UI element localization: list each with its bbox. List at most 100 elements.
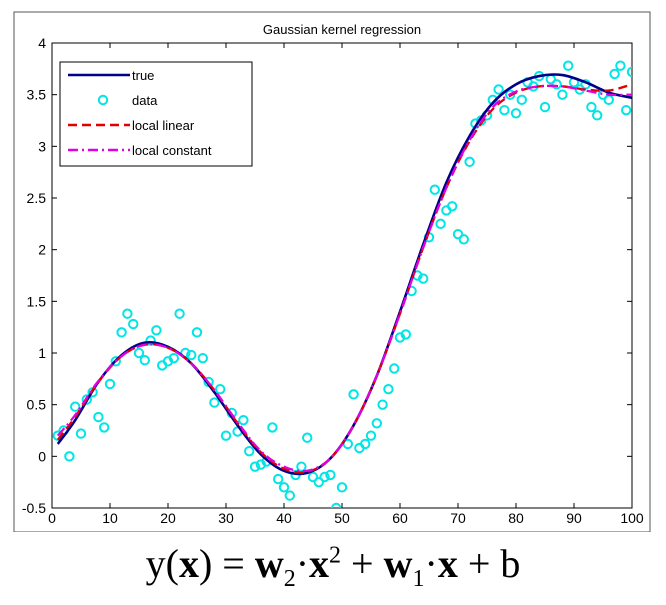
series-line-true bbox=[56, 73, 632, 476]
data-point bbox=[174, 308, 185, 319]
data-point bbox=[139, 355, 151, 366]
data-point bbox=[626, 66, 632, 78]
data-point bbox=[64, 451, 75, 462]
data-point bbox=[197, 352, 209, 364]
data-point bbox=[435, 218, 446, 230]
y-tick-label: 0 bbox=[38, 448, 46, 464]
legend-label-local-constant: local constant bbox=[132, 143, 212, 158]
formula-w2: w bbox=[254, 541, 284, 586]
data-point bbox=[70, 401, 81, 412]
data-point bbox=[360, 438, 371, 450]
x-tick-label: 100 bbox=[620, 510, 644, 526]
data-point bbox=[563, 60, 574, 71]
data-point bbox=[458, 234, 469, 245]
data-point bbox=[551, 79, 562, 90]
data-point bbox=[249, 461, 261, 472]
data-point bbox=[615, 60, 626, 71]
data-point bbox=[238, 414, 249, 426]
data-point bbox=[313, 476, 324, 488]
formula-x: x bbox=[178, 541, 199, 586]
y-tick-label: 2 bbox=[38, 242, 46, 258]
y-tick-label: 1.5 bbox=[27, 293, 47, 309]
data-point bbox=[99, 422, 110, 433]
figure-border bbox=[13, 11, 651, 532]
legend-box bbox=[59, 61, 253, 167]
legend-label-local-linear: local linear bbox=[132, 118, 195, 133]
data-point bbox=[400, 329, 411, 340]
data-point bbox=[348, 389, 359, 400]
data-point bbox=[296, 461, 307, 472]
data-point bbox=[75, 428, 87, 439]
x-tick-label: 0 bbox=[48, 510, 56, 526]
data-point bbox=[516, 94, 527, 106]
formula-w1: w bbox=[383, 541, 413, 586]
data-point bbox=[307, 471, 319, 483]
data-point bbox=[191, 327, 203, 338]
data-point bbox=[128, 318, 139, 330]
x-tick-label: 30 bbox=[218, 510, 234, 526]
data-point bbox=[592, 110, 603, 121]
data-point bbox=[377, 399, 388, 410]
data-point bbox=[371, 418, 382, 429]
data-point bbox=[464, 156, 475, 168]
y-tick-label: 3.5 bbox=[27, 87, 47, 103]
formula-w1-sub: 1 bbox=[412, 566, 425, 592]
data-point bbox=[302, 432, 313, 443]
data-point bbox=[151, 325, 162, 336]
y-tick-label: 1 bbox=[38, 345, 46, 361]
data-point bbox=[81, 394, 93, 405]
data-point bbox=[319, 471, 330, 483]
data-point bbox=[418, 273, 429, 284]
formula-x-linear: x bbox=[437, 541, 458, 586]
data-point bbox=[110, 356, 122, 367]
y-tick-label: -0.5 bbox=[22, 500, 46, 516]
data-point bbox=[133, 347, 145, 359]
data-point bbox=[447, 201, 458, 212]
data-point bbox=[273, 473, 284, 485]
formula-x-squared: x bbox=[309, 541, 330, 586]
data-point bbox=[389, 363, 400, 374]
formula-eq: ) = bbox=[198, 541, 255, 586]
y-tick-label: 0.5 bbox=[27, 397, 47, 413]
data-point bbox=[365, 430, 377, 441]
data-point bbox=[220, 430, 232, 441]
x-tick-label: 10 bbox=[102, 510, 118, 526]
data-point bbox=[215, 383, 226, 395]
x-tick-label: 50 bbox=[334, 510, 350, 526]
data-point bbox=[609, 68, 620, 80]
data-point bbox=[122, 308, 133, 319]
formula-exponent: 2 bbox=[329, 542, 342, 569]
data-point bbox=[104, 378, 116, 390]
data-point bbox=[186, 349, 197, 361]
y-tick-label: 4 bbox=[38, 35, 46, 51]
data-point bbox=[452, 228, 464, 240]
data-point bbox=[557, 89, 568, 100]
data-point bbox=[586, 101, 597, 113]
formula-dot-2: · bbox=[424, 541, 438, 586]
data-point bbox=[116, 327, 127, 338]
formula-lhs: y( bbox=[145, 541, 179, 586]
data-point bbox=[499, 104, 510, 116]
x-tick-label: 40 bbox=[276, 510, 292, 526]
chart-title: Gaussian kernel regression bbox=[263, 22, 421, 37]
legend-marker-data bbox=[97, 94, 109, 106]
data-point bbox=[325, 469, 336, 481]
data-point bbox=[331, 502, 342, 508]
y-tick-label: 3 bbox=[38, 138, 46, 154]
formula-dot-1: · bbox=[295, 541, 310, 586]
data-point bbox=[209, 397, 220, 408]
data-point bbox=[278, 482, 290, 493]
y-tick-label: 2.5 bbox=[27, 190, 47, 206]
legend-label-data: data bbox=[132, 93, 158, 108]
data-point bbox=[244, 445, 255, 457]
formula-plus-b: + b bbox=[457, 541, 521, 586]
formula-plus-1: + bbox=[341, 541, 384, 586]
data-point bbox=[336, 482, 348, 493]
data-point bbox=[284, 490, 295, 501]
data-point bbox=[429, 184, 440, 195]
regression-formula: y(x) = w2·x2 + w1·x + b bbox=[0, 540, 666, 591]
data-point bbox=[93, 411, 104, 423]
x-tick-label: 60 bbox=[392, 510, 408, 526]
formula-w2-sub: 2 bbox=[283, 566, 296, 592]
